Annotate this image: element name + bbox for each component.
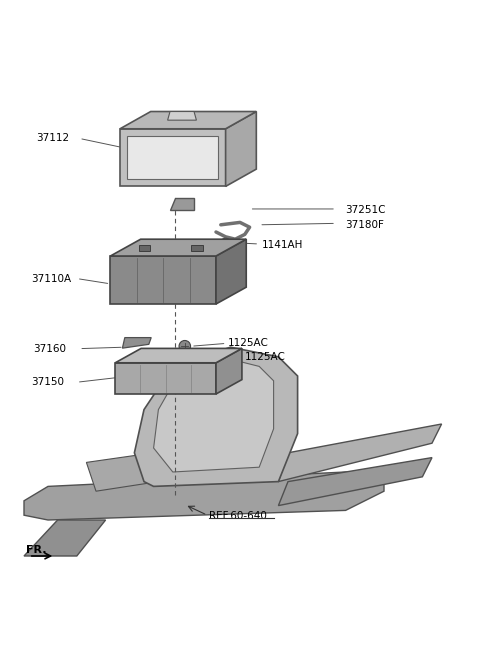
Polygon shape [120, 112, 256, 129]
Polygon shape [122, 338, 151, 348]
Polygon shape [226, 112, 256, 186]
Polygon shape [154, 357, 274, 472]
Polygon shape [110, 239, 246, 256]
Polygon shape [192, 245, 203, 251]
Polygon shape [216, 239, 246, 304]
Polygon shape [170, 198, 194, 211]
Polygon shape [168, 112, 196, 120]
Text: 37251C: 37251C [346, 205, 386, 215]
Polygon shape [24, 472, 384, 520]
Circle shape [191, 352, 203, 364]
Polygon shape [110, 256, 216, 304]
Polygon shape [24, 520, 106, 556]
Text: 1125AC: 1125AC [245, 352, 286, 362]
Text: 37160: 37160 [34, 344, 67, 354]
Polygon shape [278, 424, 442, 482]
Polygon shape [134, 347, 298, 486]
Circle shape [179, 340, 191, 352]
Polygon shape [86, 453, 158, 491]
Text: REF.60-640: REF.60-640 [209, 511, 267, 521]
Polygon shape [127, 136, 218, 179]
Text: 37110A: 37110A [31, 274, 72, 283]
Polygon shape [278, 458, 432, 506]
Text: 37112: 37112 [36, 133, 69, 144]
Text: 1141AH: 1141AH [262, 241, 303, 251]
Polygon shape [115, 363, 216, 394]
Text: 37180F: 37180F [346, 220, 384, 230]
Polygon shape [139, 245, 150, 251]
Text: 1125AC: 1125AC [228, 338, 269, 348]
Polygon shape [115, 348, 242, 363]
Text: FR.: FR. [26, 544, 47, 554]
Polygon shape [120, 129, 226, 186]
Text: 37150: 37150 [31, 377, 64, 387]
Polygon shape [216, 348, 242, 394]
Circle shape [220, 238, 231, 250]
